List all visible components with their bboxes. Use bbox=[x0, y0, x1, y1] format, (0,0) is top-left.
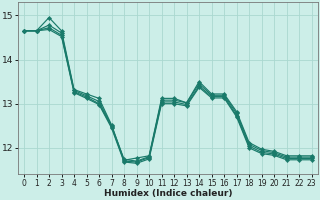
X-axis label: Humidex (Indice chaleur): Humidex (Indice chaleur) bbox=[104, 189, 232, 198]
